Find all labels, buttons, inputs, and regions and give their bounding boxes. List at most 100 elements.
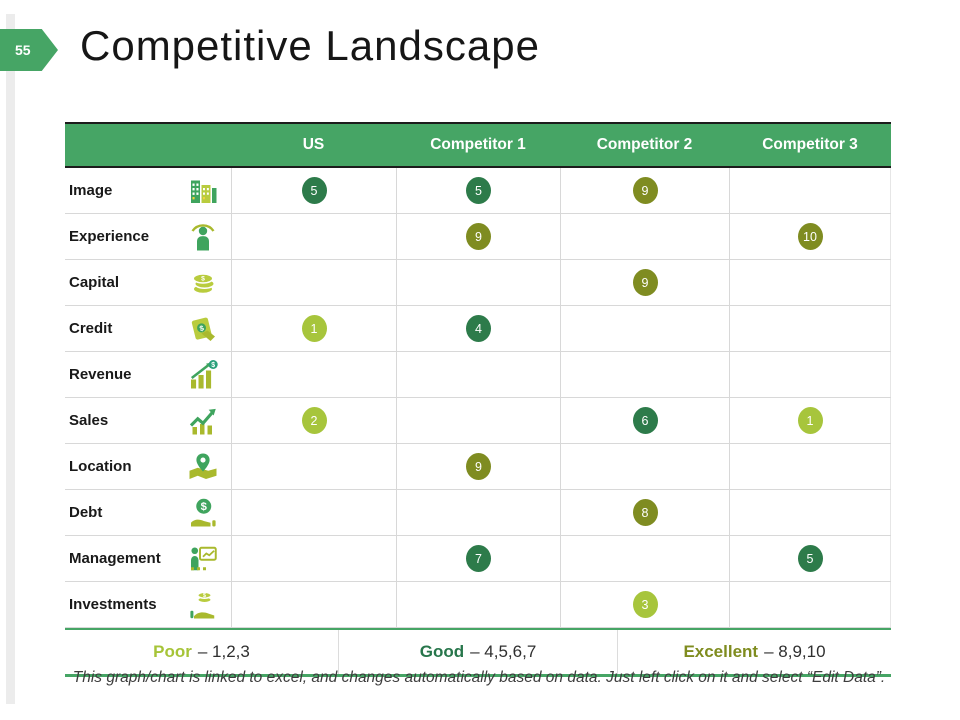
row-label-cell: Experience bbox=[65, 214, 231, 259]
score-badge: 3 bbox=[632, 591, 658, 618]
score-badge: 9 bbox=[466, 223, 491, 250]
score-cell: 6 bbox=[560, 398, 729, 443]
row-label-cell: Investments $ bbox=[65, 582, 231, 627]
footer-note: This graph/chart is linked to excel, and… bbox=[72, 669, 886, 686]
table-row: Debt $8 bbox=[65, 490, 891, 536]
score-cell: 5 bbox=[231, 168, 396, 213]
row-label: Capital bbox=[69, 274, 120, 291]
column-header-3: Competitor 2 bbox=[596, 136, 693, 153]
row-label: Management bbox=[69, 550, 161, 567]
row-label-cell: Image bbox=[65, 168, 231, 213]
row-label: Location bbox=[69, 458, 132, 475]
map-pin-icon bbox=[185, 449, 221, 485]
score-badge: 2 bbox=[301, 407, 327, 434]
score-badge: 1 bbox=[301, 315, 327, 342]
score-cell bbox=[560, 536, 729, 581]
legend-poor: Poor – 1,2,3 bbox=[65, 630, 338, 674]
row-label: Investments bbox=[69, 596, 157, 613]
table-row: Capital $ 9 bbox=[65, 260, 891, 306]
score-badge: 5 bbox=[301, 177, 327, 204]
row-label-cell: Debt $ bbox=[65, 490, 231, 535]
competitive-landscape-table[interactable]: US Competitor 1 Competitor 2 Competitor 3 I… bbox=[65, 122, 891, 677]
score-cell bbox=[729, 168, 891, 213]
table-row: Experience 9 10 bbox=[65, 214, 891, 260]
table-row: Sales 2 6 1 bbox=[65, 398, 891, 444]
score-cell: 9 bbox=[396, 214, 560, 259]
legend-poor-label: Poor bbox=[153, 642, 192, 661]
legend-good-range: – 4,5,6,7 bbox=[470, 642, 537, 661]
page-number-badge: 55 bbox=[0, 29, 58, 71]
row-label: Sales bbox=[69, 412, 109, 429]
row-label-cell: Revenue $ bbox=[65, 352, 231, 397]
row-label-cell: Capital $ bbox=[65, 260, 231, 305]
score-cell: 10 bbox=[729, 214, 891, 259]
sales-growth-icon bbox=[185, 403, 221, 439]
table-row: Management 7 5 bbox=[65, 536, 891, 582]
column-header-4: Competitor 3 bbox=[762, 136, 858, 153]
column-header-2: Competitor 1 bbox=[430, 136, 526, 153]
row-label: Image bbox=[69, 182, 113, 199]
table-row: Revenue $ bbox=[65, 352, 891, 398]
score-cell: 1 bbox=[729, 398, 891, 443]
score-cell: 1 bbox=[231, 306, 396, 351]
row-label: Credit bbox=[69, 320, 113, 337]
presentation-icon bbox=[185, 541, 221, 577]
score-cell bbox=[396, 260, 560, 305]
legend-excellent-range: – 8,9,10 bbox=[764, 642, 826, 661]
score-cell bbox=[231, 214, 396, 259]
svg-text:$: $ bbox=[203, 593, 206, 599]
score-cell: 9 bbox=[560, 260, 729, 305]
score-cell bbox=[231, 582, 396, 627]
row-label-column-header bbox=[65, 124, 231, 166]
score-badge: 9 bbox=[632, 269, 658, 296]
score-cell bbox=[231, 536, 396, 581]
score-cell bbox=[729, 490, 891, 535]
investment-hand-icon: $ bbox=[185, 587, 221, 623]
score-badge: 6 bbox=[632, 407, 658, 434]
score-badge: 9 bbox=[466, 453, 491, 480]
score-badge: 10 bbox=[797, 223, 823, 250]
row-label-cell: Sales bbox=[65, 398, 231, 443]
slide-title: Competitive Landscape bbox=[80, 22, 540, 69]
row-label-cell: Credit $ bbox=[65, 306, 231, 351]
person-icon bbox=[185, 219, 221, 255]
score-cell: 5 bbox=[729, 536, 891, 581]
svg-text:$: $ bbox=[199, 323, 206, 333]
row-label: Experience bbox=[69, 228, 150, 245]
score-badge: 5 bbox=[797, 545, 823, 572]
score-cell bbox=[729, 582, 891, 627]
score-cell bbox=[231, 490, 396, 535]
table-row: Location 9 bbox=[65, 444, 891, 490]
svg-text:$: $ bbox=[211, 362, 215, 369]
row-label-cell: Management bbox=[65, 536, 231, 581]
score-cell bbox=[560, 214, 729, 259]
svg-text:$: $ bbox=[201, 501, 208, 513]
table-row: Investments $3 bbox=[65, 582, 891, 628]
score-cell: 5 bbox=[396, 168, 560, 213]
slide-left-accent-strip bbox=[6, 14, 15, 704]
legend-excellent: Excellent – 8,9,10 bbox=[617, 630, 891, 674]
score-cell: 4 bbox=[396, 306, 560, 351]
building-icon bbox=[185, 173, 221, 209]
money-in-hand-icon: $ bbox=[185, 311, 221, 347]
score-cell: 9 bbox=[396, 444, 560, 489]
table-body: Image 5 5 9 Experience 9 10 Capital $9 Credit $1 4 R… bbox=[65, 168, 891, 628]
score-cell: 7 bbox=[396, 536, 560, 581]
row-label: Debt bbox=[69, 504, 103, 521]
score-cell bbox=[560, 444, 729, 489]
score-badge: 4 bbox=[466, 315, 491, 342]
score-cell: 8 bbox=[560, 490, 729, 535]
row-label-cell: Location bbox=[65, 444, 231, 489]
score-badge: 8 bbox=[632, 499, 658, 526]
score-cell bbox=[231, 444, 396, 489]
score-cell bbox=[729, 306, 891, 351]
score-cell bbox=[231, 352, 396, 397]
table-row: Image 5 5 9 bbox=[65, 168, 891, 214]
row-label: Revenue bbox=[69, 366, 132, 383]
score-cell: 2 bbox=[231, 398, 396, 443]
page-number: 55 bbox=[15, 42, 31, 58]
score-cell bbox=[231, 260, 396, 305]
revenue-chart-icon: $ bbox=[185, 357, 221, 393]
dollar-hand-icon: $ bbox=[185, 495, 221, 531]
score-cell bbox=[560, 306, 729, 351]
